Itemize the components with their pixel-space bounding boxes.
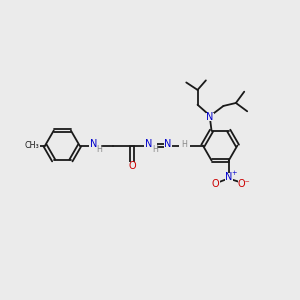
Text: H: H (181, 140, 187, 149)
Text: CH₃: CH₃ (24, 141, 39, 150)
FancyBboxPatch shape (23, 141, 40, 150)
Text: O: O (212, 179, 220, 189)
Text: +: + (231, 170, 237, 176)
FancyBboxPatch shape (144, 141, 157, 150)
FancyBboxPatch shape (128, 162, 136, 170)
Text: N: N (164, 140, 172, 149)
Text: N: N (206, 112, 214, 122)
Text: N: N (225, 172, 232, 182)
FancyBboxPatch shape (89, 141, 101, 150)
Text: O: O (128, 161, 136, 171)
FancyBboxPatch shape (238, 179, 250, 188)
FancyBboxPatch shape (212, 180, 220, 188)
FancyBboxPatch shape (206, 113, 214, 122)
Text: O⁻: O⁻ (237, 179, 250, 189)
FancyBboxPatch shape (225, 173, 233, 181)
FancyBboxPatch shape (179, 141, 190, 150)
FancyBboxPatch shape (164, 141, 172, 150)
Text: H: H (152, 145, 158, 154)
Text: H: H (97, 145, 102, 154)
Text: N: N (145, 140, 152, 149)
Text: N: N (89, 140, 97, 149)
